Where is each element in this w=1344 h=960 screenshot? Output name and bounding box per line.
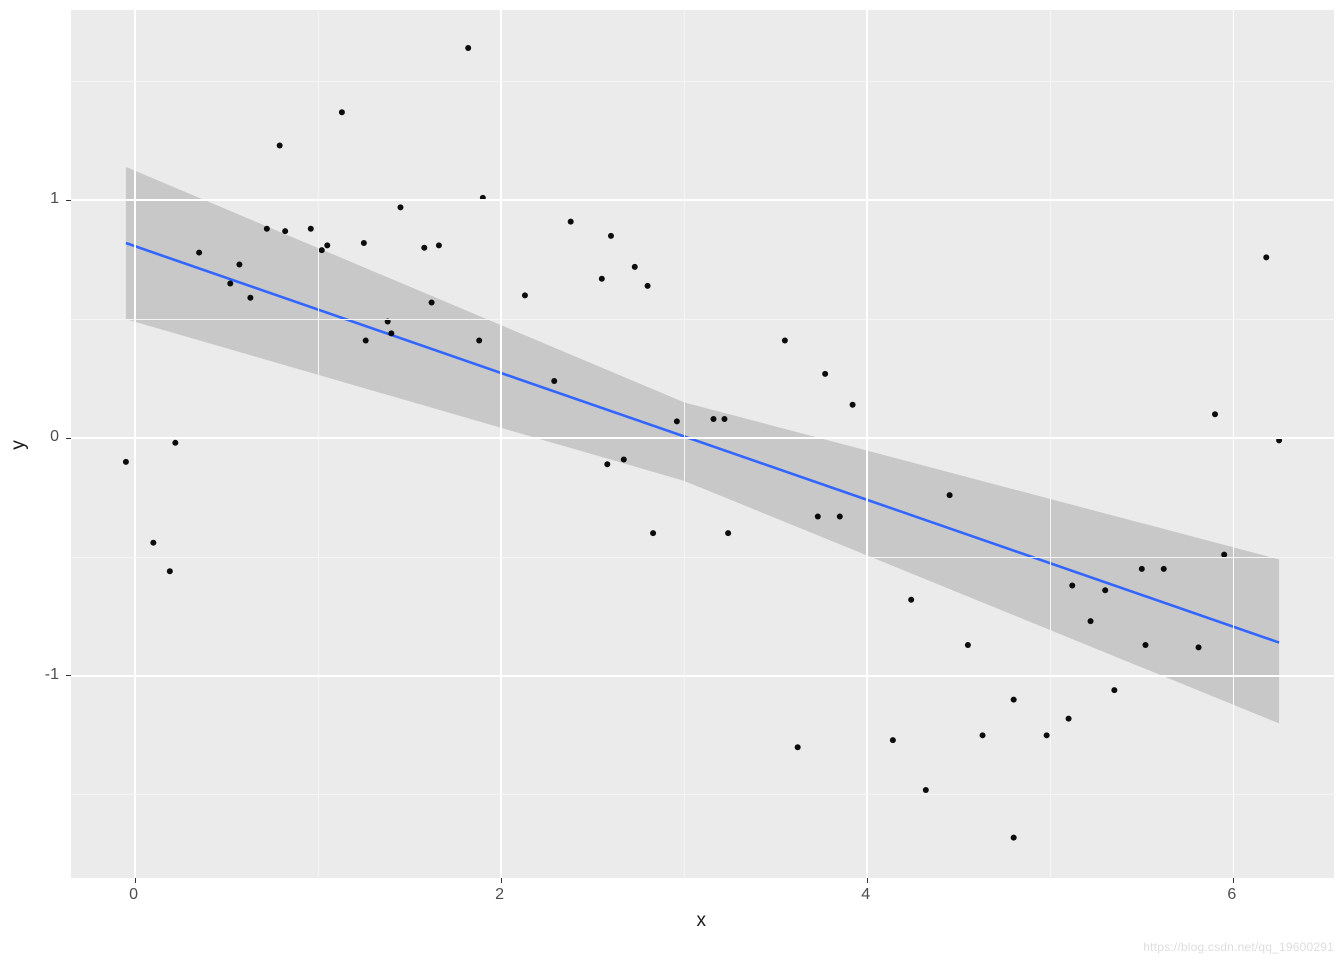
- x-tick-label: 4: [861, 886, 870, 904]
- grid-major-v: [866, 10, 868, 878]
- grid-minor-h: [71, 794, 1334, 795]
- y-axis-title: y: [8, 440, 30, 450]
- grid-major-h: [71, 199, 1334, 201]
- grid-major-v: [134, 10, 136, 878]
- x-tick-label: 0: [129, 886, 138, 904]
- x-tick-mark: [135, 878, 136, 883]
- x-tick-mark: [867, 878, 868, 883]
- watermark-text: https://blog.csdn.net/qq_19600291: [1143, 940, 1334, 954]
- grid-major-v: [500, 10, 502, 878]
- grid-minor-v: [1050, 10, 1051, 878]
- y-tick-label: 0: [47, 428, 59, 446]
- grid-major-v: [1233, 10, 1235, 878]
- y-tick-label: -1: [37, 666, 59, 684]
- grid-major-h: [71, 675, 1334, 677]
- grid-minor-h: [71, 319, 1334, 320]
- grid-major-h: [71, 437, 1334, 439]
- y-tick-mark: [66, 438, 71, 439]
- grid-minor-h: [71, 557, 1334, 558]
- grid-minor-h: [71, 81, 1334, 82]
- x-axis-title: x: [697, 910, 707, 932]
- x-tick-mark: [1233, 878, 1234, 883]
- y-tick-label: 1: [47, 190, 59, 208]
- plot-panel: [71, 10, 1334, 878]
- grid-minor-v: [318, 10, 319, 878]
- x-tick-mark: [501, 878, 502, 883]
- x-tick-label: 2: [495, 886, 504, 904]
- x-tick-label: 6: [1227, 886, 1236, 904]
- y-tick-mark: [66, 200, 71, 201]
- y-tick-mark: [66, 675, 71, 676]
- grid-minor-v: [684, 10, 685, 878]
